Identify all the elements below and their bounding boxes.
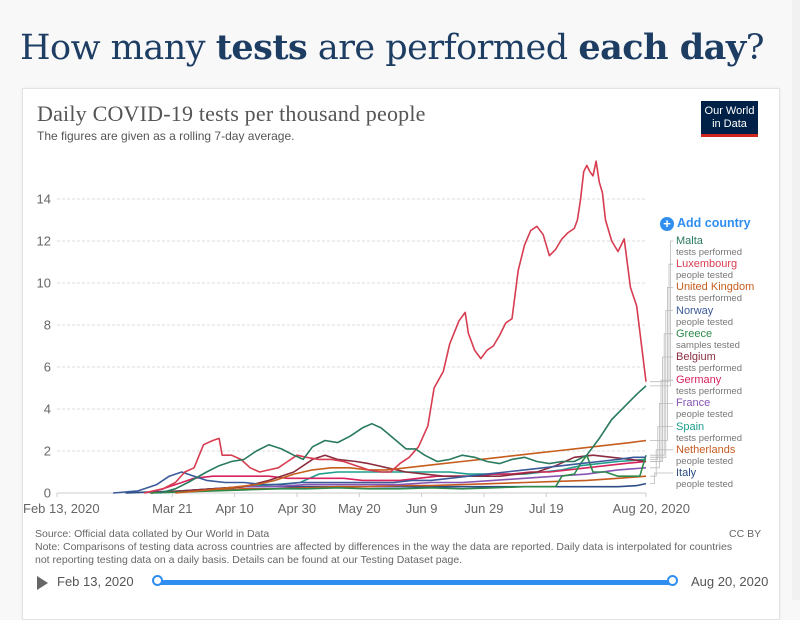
add-country-label: Add country [677, 216, 751, 230]
series-line-norway [113, 456, 646, 494]
plus-circle-icon: + [660, 217, 674, 231]
legend-item-belgium[interactable]: Belgium [676, 351, 716, 363]
headline-part: each day [578, 27, 746, 69]
series-line-germany [144, 460, 647, 494]
note-text: Note: Comparisons of testing data across… [35, 541, 733, 566]
series-line-luxembourg [144, 160, 647, 494]
y-tick-label: 12 [37, 234, 51, 249]
legend-item-luxembourg[interactable]: Luxembourg [676, 258, 738, 271]
x-tick-label: Apr 10 [215, 501, 253, 516]
legend-connector [650, 426, 673, 460]
y-tick-label: 4 [44, 402, 51, 417]
timeline-end-label: Aug 20, 2020 [691, 574, 769, 589]
x-tick-label: Jun 9 [406, 501, 438, 516]
page-scrollbar[interactable] [792, 0, 800, 600]
legend-connector [650, 379, 673, 462]
logo-line-1: Our World [704, 105, 755, 117]
timeline-end-handle[interactable] [667, 575, 678, 586]
legend-connector [650, 333, 673, 456]
owid-logo[interactable]: Our World in Data [701, 101, 758, 137]
legend-metric: tests performed [676, 386, 742, 398]
legend-item-netherlands[interactable]: Netherlands [676, 443, 736, 456]
x-tick-label: Mar 21 [152, 501, 192, 516]
y-tick-label: 8 [44, 318, 51, 333]
line-chart: 0 2 4 6 8 10 12 14 Feb 13, 2020 Mar 21 Apr 10 Apr 3… [23, 160, 690, 516]
legend-item-germany[interactable]: Germany [676, 374, 722, 387]
license-link[interactable]: CC BY [729, 528, 762, 540]
headline-part: ? [745, 28, 765, 69]
y-tick-label: 6 [44, 360, 51, 375]
y-tick-label: 0 [44, 486, 51, 501]
headline-part: How many [20, 28, 216, 69]
timeline-start-label: Feb 13, 2020 [57, 574, 134, 589]
legend-connector [650, 263, 673, 383]
legend-metric: people tested [676, 316, 734, 328]
add-country-button[interactable]: + Add country [660, 216, 751, 231]
legend-connector [650, 310, 673, 458]
legend-item-spain[interactable]: Spain [676, 420, 705, 433]
legend-metric: tests performed [676, 247, 742, 258]
legend-item-greece[interactable]: Greece [676, 327, 713, 340]
legend-metric: people tested [676, 409, 734, 421]
legend-metric: tests performed [676, 363, 742, 374]
legend-connector [650, 287, 673, 441]
timeline-track[interactable] [157, 580, 673, 585]
series-line-netherlands [150, 475, 647, 494]
x-tick-label: Jun 29 [464, 501, 503, 516]
legend-connector [650, 240, 673, 387]
timeline-start-handle[interactable] [152, 575, 163, 586]
legend-metric: people tested [676, 270, 734, 282]
legend-metric: tests performed [676, 293, 742, 305]
headline-part: tests [215, 27, 308, 69]
y-tick-label: 10 [37, 276, 51, 291]
chart-card: Daily COVID-19 tests per thousand people… [22, 88, 780, 620]
legend-item-norway[interactable]: Norway [676, 304, 714, 317]
x-tick-label: Feb 13, 2020 [23, 501, 100, 516]
legend-item-united-kingdom[interactable]: United Kingdom [676, 281, 755, 294]
legend-metric: people tested [676, 455, 734, 467]
chart-subtitle: The figures are given as a rolling 7-day… [37, 129, 295, 143]
source-text: Source: Official data collated by Our Wo… [35, 528, 270, 540]
series-line-belgium [150, 454, 647, 494]
x-tick-label: Apr 30 [278, 501, 316, 516]
chart-footer: Source: Official data collated by Our Wo… [35, 528, 755, 567]
legend-metric: samples tested [676, 339, 740, 351]
page-headline: How many tests are performed each day? [20, 27, 764, 68]
timeline: Feb 13, 2020 Aug 20, 2020 [35, 573, 769, 593]
x-tick-label: May 20 [338, 501, 381, 516]
legend-connector [650, 472, 673, 484]
legend-metric: people tested [676, 479, 734, 490]
x-tick-label: Jul 19 [529, 501, 564, 516]
logo-line-2: in Data [712, 118, 747, 130]
y-tick-label: 2 [44, 444, 51, 459]
series-line-greece [150, 454, 647, 494]
legend-metric: tests performed [676, 432, 742, 444]
legend-connector [650, 356, 673, 462]
legend-item-france[interactable]: France [676, 397, 711, 410]
y-tick-label: 14 [37, 192, 51, 207]
chart-title: Daily COVID-19 tests per thousand people [37, 101, 426, 126]
play-icon[interactable] [37, 576, 48, 590]
headline-part: are performed [307, 28, 579, 69]
series-line-malta [159, 385, 647, 494]
legend-item-malta[interactable]: Malta [676, 235, 703, 247]
legend-connector [650, 449, 673, 477]
legend-item-italy[interactable]: Italy [676, 467, 697, 479]
series-line-united-kingdom [175, 439, 647, 494]
legend-connector [650, 403, 673, 469]
x-tick-label: Aug 20, 2020 [613, 501, 690, 516]
